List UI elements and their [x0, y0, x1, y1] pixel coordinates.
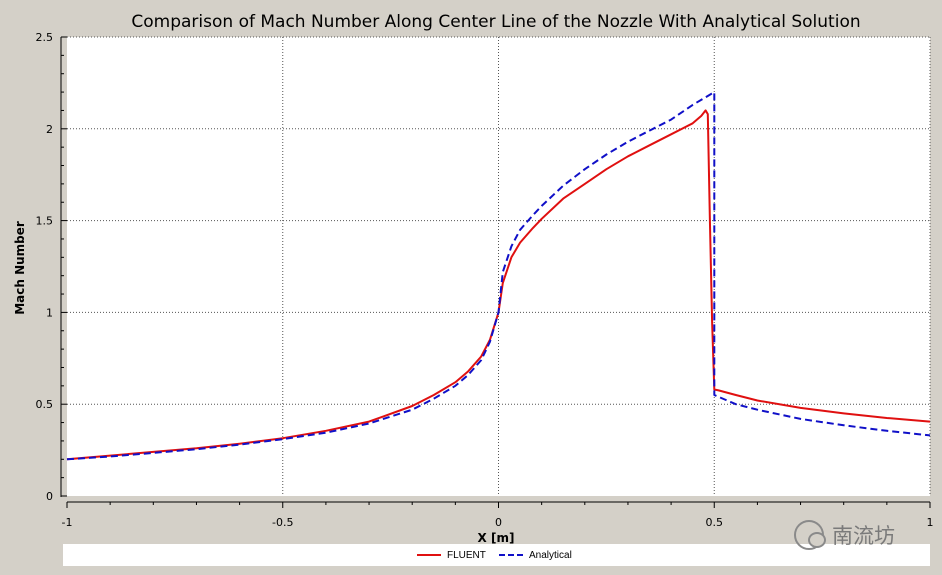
- x-tick-label: -0.5: [272, 516, 293, 529]
- y-tick-label: 1.5: [36, 215, 54, 228]
- series-line-fluent: [66, 109, 931, 461]
- x-tick-label: 1: [927, 516, 934, 529]
- plot-area: [67, 37, 930, 496]
- watermark: 南流坊: [794, 520, 895, 550]
- legend-label-fluent: FLUENT: [447, 549, 486, 561]
- x-tick-label: -1: [62, 516, 73, 529]
- series-layer: [66, 91, 931, 461]
- watermark-text: 南流坊: [832, 524, 895, 548]
- y-tick-label: 1: [46, 306, 53, 319]
- y-tick-label: 2: [46, 123, 53, 136]
- legend-item-analytical: Analytical: [499, 548, 572, 562]
- legend-label-analytical: Analytical: [529, 549, 572, 561]
- y-axis-label: Mach Number: [13, 221, 27, 315]
- legend-swatch-analytical: [499, 554, 523, 556]
- legend-swatch-fluent: [417, 554, 441, 556]
- y-tick-label: 0.5: [36, 398, 54, 411]
- x-tick-label: 0.5: [706, 516, 724, 529]
- wechat-icon: [794, 520, 826, 550]
- axes: 0 0.5 1 1.5 2 2.5 -1 -0.5 0 0.5 1: [36, 31, 934, 529]
- x-axis-label: X [m]: [478, 531, 515, 545]
- series-line-analytical: [66, 91, 931, 461]
- x-tick-label: 0: [495, 516, 502, 529]
- chart-title: Comparison of Mach Number Along Center L…: [131, 12, 860, 32]
- legend-item-fluent: FLUENT: [417, 548, 486, 562]
- y-tick-label: 2.5: [36, 31, 54, 44]
- y-tick-label: 0: [46, 490, 53, 503]
- legend: FLUENT Analytical: [63, 544, 930, 566]
